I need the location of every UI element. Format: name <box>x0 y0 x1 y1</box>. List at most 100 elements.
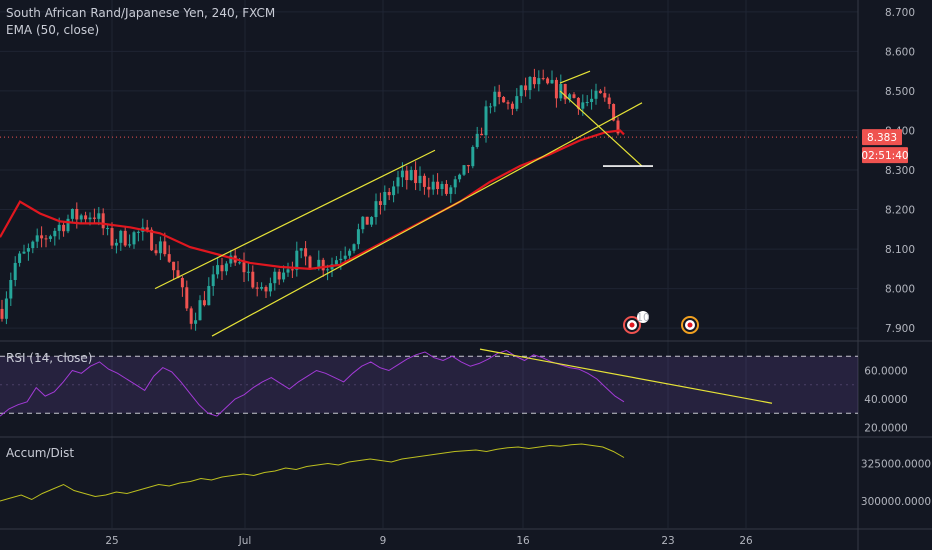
candle-body <box>308 256 312 269</box>
candle-body <box>493 91 497 107</box>
candle-body <box>348 250 352 256</box>
price-axis-label: 8.500 <box>885 86 915 98</box>
candle-body <box>35 235 39 242</box>
event-badge-count: 10 <box>636 312 649 324</box>
candle-body <box>541 78 545 80</box>
event-marker-icon <box>681 316 699 334</box>
countdown-tag-value: 02:51:40 <box>861 150 908 162</box>
candle-body <box>268 283 272 292</box>
candle-body <box>53 230 57 237</box>
candle-body <box>251 271 255 288</box>
candle-body <box>114 242 118 246</box>
candle-body <box>365 216 369 225</box>
candle-body <box>414 169 418 184</box>
candle-body <box>519 85 523 97</box>
candle-body <box>444 183 448 194</box>
candle-body <box>440 183 444 189</box>
ad-axis-label: 325000.0000 <box>861 459 931 471</box>
time-axis-label: 26 <box>739 535 753 547</box>
candle-body <box>594 90 598 99</box>
candle-body <box>246 271 250 273</box>
candle-body <box>449 187 453 194</box>
candle-body <box>484 106 488 136</box>
price-tag-box <box>862 129 902 146</box>
candle-body <box>396 177 400 187</box>
candle-body <box>242 262 246 273</box>
candle-body <box>88 217 92 220</box>
candle-body <box>84 215 88 220</box>
candle-body <box>480 133 484 136</box>
candle-body <box>106 228 110 230</box>
candle-body <box>374 201 378 218</box>
candle-body <box>150 229 154 251</box>
candle-body <box>62 224 66 232</box>
candle-body <box>154 250 158 254</box>
candle-body <box>475 133 479 148</box>
candle-body <box>282 272 286 280</box>
candle-body <box>216 265 220 275</box>
candle-body <box>510 103 514 109</box>
candle-body <box>277 271 281 280</box>
rsi-axis-label: 20.0000 <box>864 422 907 434</box>
candle-body <box>132 232 136 245</box>
ema-line <box>0 129 625 270</box>
price-axis-label: 8.600 <box>885 46 915 58</box>
candle-body <box>321 259 325 271</box>
candle-body <box>568 94 572 100</box>
candle-body <box>370 217 374 225</box>
candle-body <box>431 181 435 190</box>
candle-body <box>418 175 422 184</box>
grid-lines <box>0 0 858 528</box>
price-axis-label: 8.200 <box>885 205 915 217</box>
candle-body <box>70 208 74 219</box>
candle-body <box>13 262 17 281</box>
event-marker-dot <box>687 322 693 328</box>
candle-body <box>31 241 35 249</box>
candle-body <box>18 253 22 263</box>
candle-body <box>264 287 268 292</box>
candle-body <box>79 215 83 220</box>
event-marker-icon <box>623 316 641 334</box>
candle-body <box>326 269 330 271</box>
candle-body <box>607 97 611 105</box>
candle-body <box>123 230 127 246</box>
rsi-axis-label: 60.0000 <box>864 365 907 377</box>
candle-body <box>453 179 457 188</box>
candle-body <box>616 120 620 134</box>
candle-body <box>317 259 321 269</box>
candle-body <box>466 165 470 167</box>
price-axis-label: 8.300 <box>885 165 915 177</box>
price-axis-label: 8.100 <box>885 244 915 256</box>
candle-body <box>378 201 382 205</box>
candle-body <box>532 77 536 85</box>
candle-body <box>189 308 193 324</box>
trendline <box>559 90 643 167</box>
rsi-axis-label: 40.0000 <box>864 394 907 406</box>
candle-body <box>563 84 567 100</box>
time-axis-label: Jul <box>238 535 252 547</box>
ad-axis-label: 300000.0000 <box>861 496 931 508</box>
candle-body <box>290 269 294 271</box>
candle-body <box>97 213 101 219</box>
price-axis-label: 8.000 <box>885 284 915 296</box>
candle-body <box>612 104 616 121</box>
time-axis-label: 9 <box>380 535 387 547</box>
candle-body <box>9 280 13 299</box>
candle-body <box>172 261 176 271</box>
time-axis-label: 23 <box>661 535 674 547</box>
candle-body <box>198 300 202 321</box>
candle-body <box>295 250 299 270</box>
candle-body <box>101 213 105 229</box>
candle-body <box>163 241 167 255</box>
ema-legend: EMA (50, close) <box>6 23 100 37</box>
candle-body <box>238 262 242 264</box>
rsi-legend: RSI (14, close) <box>6 351 93 365</box>
candle-body <box>57 224 61 231</box>
candle-body <box>40 235 44 239</box>
candle-body <box>387 191 391 196</box>
candle-body <box>158 241 162 254</box>
candle-body <box>110 228 114 246</box>
candle-body <box>255 287 259 289</box>
candle-body <box>400 170 404 178</box>
